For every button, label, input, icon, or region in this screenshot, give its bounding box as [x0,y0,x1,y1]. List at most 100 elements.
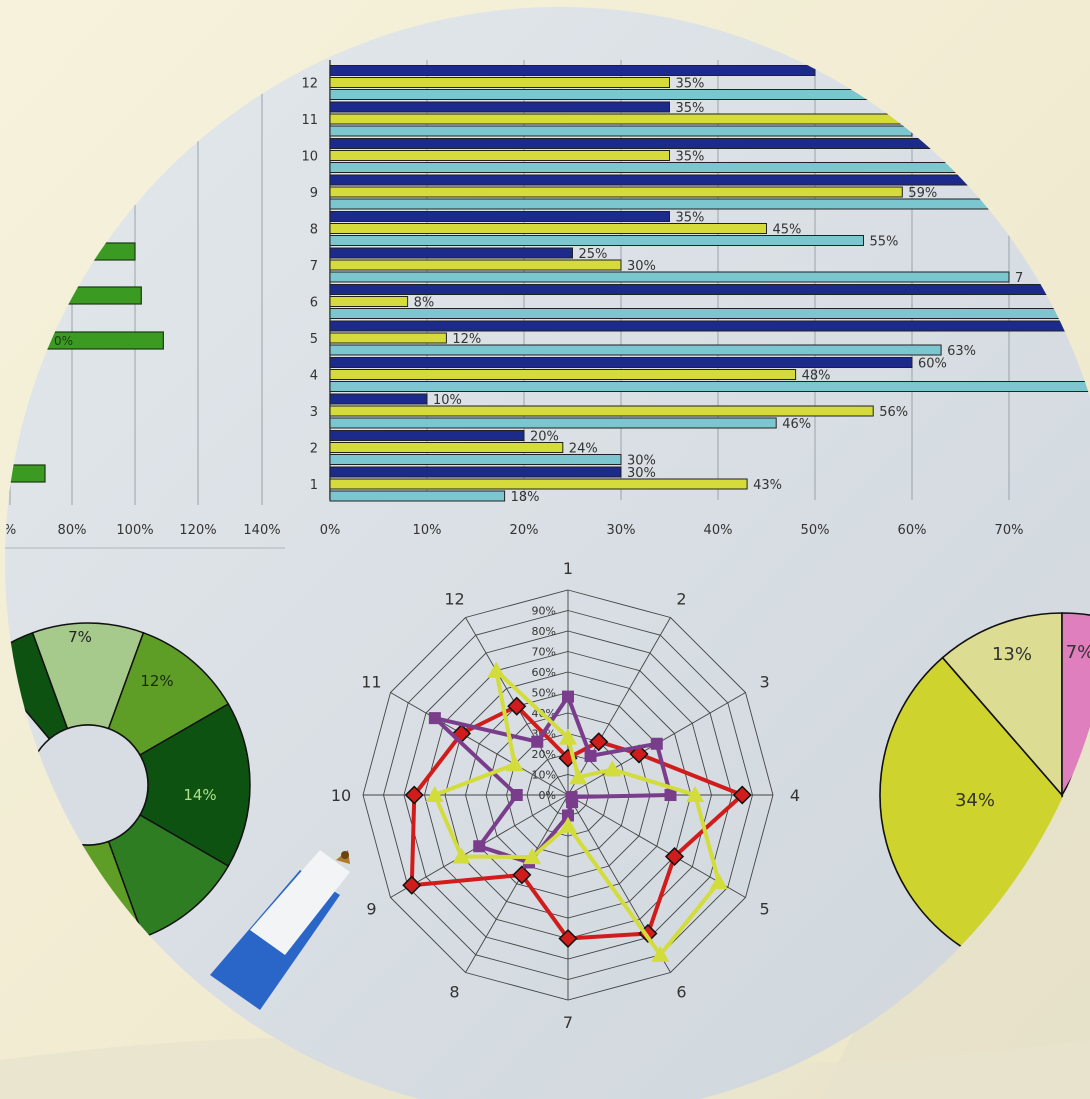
radar-axis-label: 2 [676,589,686,608]
pie-label: 13% [992,644,1032,665]
hbar-value-label: 55% [870,235,899,250]
radar-axis-label: 11 [361,673,381,692]
hbar-bar [329,466,622,478]
hbar-bar [329,357,913,368]
radar-marker-square [473,840,486,853]
radar-marker-square [562,809,574,822]
radar-marker-triangle [603,760,622,777]
hbar-value-label: 24% [569,442,598,457]
radar-marker-triangle [569,768,588,785]
hbar-bar [329,138,1010,149]
hbar-value-label: 48% [802,369,831,384]
hbar-category-label: 8 [310,223,318,238]
hbar-value-label: 56% [879,405,908,420]
radar-spoke [465,794,569,973]
hbar-x-tick-label: 10% [413,523,442,538]
hbar-value-label: 59% [908,186,937,201]
hbar-value-label: 43% [753,478,782,493]
hbar-value-label: 45% [773,223,802,238]
radar-axis-label: 8 [449,983,459,1002]
donut-label: 7% [68,628,92,646]
radar-marker-square [664,789,677,801]
hbar-bar [329,308,1090,319]
radar-axis-label: 10 [331,786,351,805]
hbar-bar [329,198,1010,210]
hbar-bar [329,417,777,429]
radar-marker-square [650,737,663,750]
hbar-bar [329,186,903,198]
hbar-bar [329,381,1090,392]
hbar-category-label: 1 [310,478,318,493]
left-chart-x-tick-label: 100% [116,523,153,538]
radar-axis-label: 4 [790,786,800,805]
radar-marker-triangle [559,728,577,745]
hbar-bar [329,125,913,137]
hbar-x-tick-label: 50% [801,523,830,538]
radar-marker-triangle [651,945,670,962]
radar-ring-label: 20% [532,748,556,761]
radar-marker-square [428,712,441,725]
hbar-bar [329,271,1010,283]
hbar-bar [329,174,1010,186]
donut-chart: 7% 12% 14% [5,622,251,948]
hbar-value-label: 63% [947,344,976,359]
hbar-bar [329,454,622,465]
pie-label: 7% [1066,642,1090,663]
left-chart-bar [5,464,46,483]
radar-ring-label: 70% [532,646,556,659]
horizontal-bar-chart: 0% 10% 20% 30% 40% 50% 60% 70% 1 30% 43% 18% 2 20% 24%… [301,60,1090,538]
radar-spoke [390,692,569,796]
hbar-value-label: 25% [579,247,608,262]
radar-ring-label: 10% [532,769,556,782]
hbar-bar [329,332,447,344]
hbar-value-label: 35% [676,211,705,226]
hbar-bar [329,490,506,502]
hbar-bar [329,405,874,417]
hbar-category-label: 4 [310,369,318,384]
radar-marker-triangle [452,847,471,864]
hbar-bar [329,162,961,173]
hbar-bar [329,113,913,125]
pie-label: 34% [955,790,995,811]
radar-marker-diamond [732,785,752,805]
hbar-category-label: 7 [310,259,318,274]
hbar-bar [329,478,748,490]
hbar-x-tick-label: 0% [320,523,341,538]
hbar-bar [329,247,573,259]
hbar-value-label: 46% [782,417,811,432]
left-chart-x-tick-label: 80% [58,523,87,538]
radar-axis-label: 1 [563,559,573,578]
hbar-category-label: 9 [310,186,318,201]
donut-label: 14% [183,786,216,804]
hbar-bar [329,223,767,234]
radar-marker-triangle [709,873,728,890]
hbar-bar [329,65,816,76]
hbar-bar [329,77,670,88]
radar-ring-label: 80% [532,625,556,638]
radar-axis-label: 5 [759,900,769,919]
radar-marker-diamond [558,928,578,949]
radar-marker-diamond [402,875,422,895]
hbar-x-tick-label: 20% [510,523,539,538]
radar-ring-label: 60% [532,666,556,679]
hbar-category-label: 11 [301,113,318,128]
radar-marker-triangle [523,848,542,865]
left-chart-x-tick-label: 140% [243,523,280,538]
hbar-value-label: 10% [433,393,462,408]
radar-marker-triangle [559,816,577,833]
hbar-value-label: 60% [918,357,947,372]
left-chart-x-tick-label: 120% [179,523,216,538]
pie-slice [941,612,1063,798]
hbar-value-label: 30% [627,454,656,469]
hbar-value-label: 8% [414,296,435,311]
radar-marker-diamond [512,865,532,885]
radar-marker-square [531,735,544,748]
radar-axis-label: 7 [563,1013,573,1032]
radar-marker-triangle [686,786,705,802]
hbar-x-tick-label: 70% [995,523,1024,538]
hbar-bar [329,259,622,271]
left-chart-value-label: 0% [54,334,73,348]
hbar-bar [329,89,913,100]
hbar-value-label: 35% [676,150,705,165]
